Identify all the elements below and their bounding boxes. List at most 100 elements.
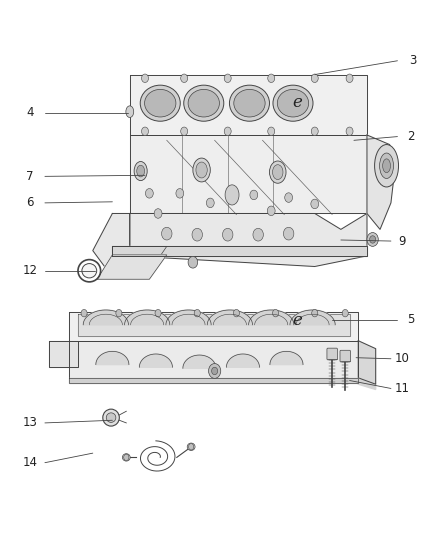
Text: 5: 5 xyxy=(407,313,414,326)
Ellipse shape xyxy=(140,85,180,121)
Text: 14: 14 xyxy=(22,456,37,469)
Circle shape xyxy=(188,256,198,268)
Circle shape xyxy=(206,198,214,208)
Polygon shape xyxy=(358,378,376,390)
Circle shape xyxy=(145,189,153,198)
Text: 10: 10 xyxy=(394,352,409,365)
Circle shape xyxy=(154,209,162,218)
Circle shape xyxy=(250,190,258,200)
Ellipse shape xyxy=(383,159,391,173)
Circle shape xyxy=(311,74,318,83)
Polygon shape xyxy=(49,341,78,367)
Polygon shape xyxy=(93,214,130,277)
Circle shape xyxy=(253,228,263,241)
Polygon shape xyxy=(130,75,367,135)
Polygon shape xyxy=(78,314,350,336)
Circle shape xyxy=(267,206,275,216)
Polygon shape xyxy=(367,135,395,229)
Circle shape xyxy=(176,189,184,198)
Circle shape xyxy=(181,127,187,135)
Polygon shape xyxy=(207,310,253,325)
Circle shape xyxy=(346,74,353,83)
Circle shape xyxy=(124,454,129,461)
Polygon shape xyxy=(113,246,367,256)
Circle shape xyxy=(208,364,221,378)
Circle shape xyxy=(367,232,378,246)
Circle shape xyxy=(312,310,318,317)
Polygon shape xyxy=(130,135,367,214)
Circle shape xyxy=(268,127,275,135)
Ellipse shape xyxy=(188,90,219,117)
Ellipse shape xyxy=(380,153,393,179)
Text: e: e xyxy=(293,312,302,329)
Circle shape xyxy=(141,74,148,83)
Circle shape xyxy=(155,310,161,317)
Circle shape xyxy=(233,310,240,317)
Circle shape xyxy=(181,74,187,83)
Polygon shape xyxy=(270,351,303,365)
Ellipse shape xyxy=(225,185,239,205)
Ellipse shape xyxy=(187,443,195,450)
Text: e: e xyxy=(293,94,302,111)
Ellipse shape xyxy=(106,413,116,422)
Circle shape xyxy=(212,367,218,375)
Polygon shape xyxy=(358,341,376,384)
Circle shape xyxy=(81,310,87,317)
Polygon shape xyxy=(83,310,128,325)
Polygon shape xyxy=(97,255,167,279)
Circle shape xyxy=(224,74,231,83)
Text: 13: 13 xyxy=(22,416,37,430)
Polygon shape xyxy=(226,354,259,367)
Circle shape xyxy=(192,228,202,241)
Ellipse shape xyxy=(193,158,210,182)
Polygon shape xyxy=(130,214,367,266)
Polygon shape xyxy=(69,378,358,383)
FancyBboxPatch shape xyxy=(340,350,350,362)
Ellipse shape xyxy=(374,144,399,187)
Text: 11: 11 xyxy=(394,382,409,395)
Circle shape xyxy=(223,228,233,241)
Circle shape xyxy=(272,310,279,317)
Ellipse shape xyxy=(273,85,313,121)
Circle shape xyxy=(342,310,348,317)
Polygon shape xyxy=(290,310,335,325)
Ellipse shape xyxy=(103,409,119,426)
Text: 6: 6 xyxy=(26,196,33,209)
Circle shape xyxy=(346,127,353,135)
Circle shape xyxy=(224,127,231,135)
Circle shape xyxy=(311,199,319,209)
Polygon shape xyxy=(166,310,211,325)
Ellipse shape xyxy=(184,85,224,121)
Text: 3: 3 xyxy=(409,54,417,67)
Polygon shape xyxy=(69,312,358,341)
Text: 7: 7 xyxy=(26,170,33,183)
Polygon shape xyxy=(113,246,167,272)
Text: 9: 9 xyxy=(398,235,406,247)
Ellipse shape xyxy=(272,165,283,180)
Ellipse shape xyxy=(277,90,309,117)
Ellipse shape xyxy=(126,106,134,117)
Text: 4: 4 xyxy=(26,106,33,119)
Circle shape xyxy=(285,193,293,203)
Ellipse shape xyxy=(269,161,286,183)
Circle shape xyxy=(194,310,200,317)
Ellipse shape xyxy=(234,90,265,117)
Circle shape xyxy=(370,236,376,243)
Text: 2: 2 xyxy=(407,130,414,143)
Ellipse shape xyxy=(137,165,145,177)
Circle shape xyxy=(188,443,194,450)
FancyBboxPatch shape xyxy=(327,348,337,360)
Circle shape xyxy=(141,127,148,135)
Circle shape xyxy=(283,227,294,240)
Text: 12: 12 xyxy=(22,264,37,277)
Polygon shape xyxy=(139,354,173,367)
Polygon shape xyxy=(183,355,216,368)
Ellipse shape xyxy=(230,85,269,121)
Ellipse shape xyxy=(196,162,207,178)
Ellipse shape xyxy=(82,264,97,278)
Circle shape xyxy=(268,74,275,83)
Circle shape xyxy=(311,127,318,135)
Circle shape xyxy=(162,227,172,240)
Polygon shape xyxy=(96,351,129,365)
Ellipse shape xyxy=(122,454,130,461)
